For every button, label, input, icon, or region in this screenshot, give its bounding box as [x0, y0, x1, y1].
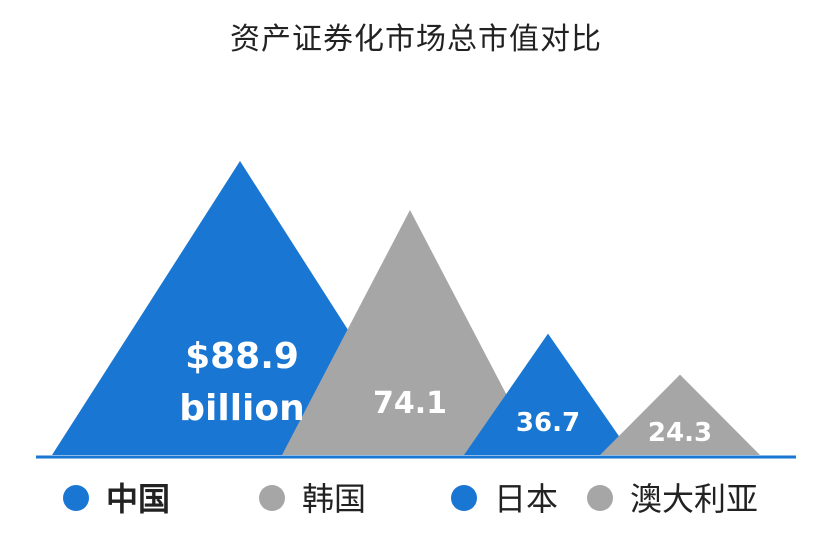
- data-label-korea: 74.1: [373, 386, 447, 421]
- legend-label-korea: 韩国: [302, 480, 366, 518]
- data-label-japan: 36.7: [516, 408, 580, 438]
- triangle-korea: [282, 209, 538, 455]
- data-label-unit: billion: [179, 388, 305, 429]
- data-label-australia: 24.3: [648, 418, 712, 448]
- legend: 中国 韩国 日本 澳大利亚: [63, 480, 758, 518]
- legend-label-australia: 澳大利亚: [630, 480, 758, 518]
- chart-data-labels: $88.9 74.1 36.7 24.3 billion: [179, 336, 712, 448]
- data-label-china: $88.9: [185, 336, 299, 377]
- legend-marker-australia: [587, 485, 613, 511]
- legend-marker-japan: [451, 485, 477, 511]
- legend-marker-china: [63, 485, 89, 511]
- legend-marker-korea: [259, 485, 285, 511]
- chart-title: 资产证券化市场总市值对比: [230, 22, 602, 57]
- legend-label-japan: 日本: [494, 480, 558, 518]
- chart-marks: [52, 161, 760, 455]
- triangle-australia: [600, 374, 760, 455]
- triangle-japan: [464, 333, 632, 455]
- legend-label-china: 中国: [106, 480, 170, 518]
